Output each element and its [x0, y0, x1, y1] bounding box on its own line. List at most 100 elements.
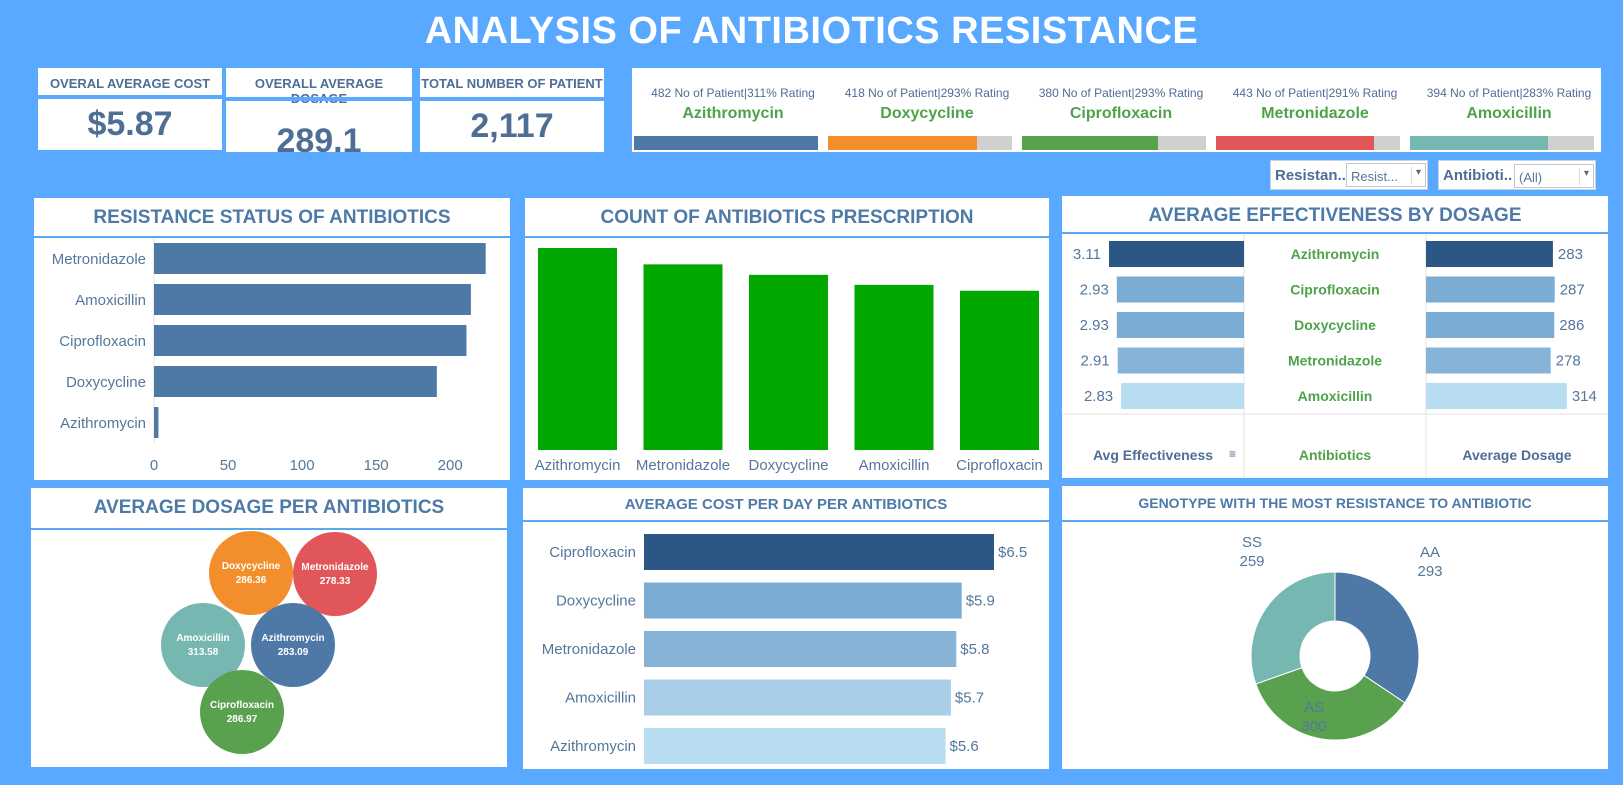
prescription-count-panel: COUNT OF ANTIBIOTICS PRESCRIPTION Azithr…	[525, 198, 1049, 480]
kpi-card-patients: TOTAL NUMBER OF PATIENT 2,117	[420, 68, 604, 152]
bubble-label: Amoxicillin	[176, 633, 229, 644]
summary-progress-fill	[1022, 136, 1159, 150]
summary-progress-fill	[634, 136, 818, 150]
tick-label: 50	[220, 457, 237, 474]
summary-progress-track	[1022, 136, 1206, 150]
avg-dosage-panel: AVERAGE DOSAGE PER ANTIBIOTICS Doxycycli…	[31, 488, 507, 767]
effectiveness-bar	[1116, 276, 1244, 303]
column-header: Antibiotics	[1299, 447, 1372, 463]
antibiotic-name: Doxycycline	[1294, 317, 1376, 333]
summary-stat: 418 No of Patient|293% Rating	[844, 86, 1010, 100]
bubble	[209, 531, 293, 615]
kpi-label: OVERAL AVERAGE COST	[49, 76, 211, 91]
bubble-label: Ciprofloxacin	[210, 700, 274, 711]
bubble-value: 286.97	[227, 714, 258, 725]
bubble	[200, 670, 284, 754]
effectiveness-value: 2.91	[1080, 353, 1109, 370]
slice-value: 293	[1417, 563, 1442, 580]
dosage-value: 278	[1556, 353, 1581, 370]
summary-progress-track	[1410, 136, 1594, 150]
dosage-value: 283	[1558, 246, 1583, 263]
bar	[643, 264, 723, 450]
genotype-panel: GENOTYPE WITH THE MOST RESISTANCE TO ANT…	[1062, 486, 1608, 769]
resistance-dropdown[interactable]: Resist... ▾	[1346, 163, 1426, 187]
category-label: Doxycycline	[556, 593, 636, 610]
kpi-value: 2,117	[470, 107, 554, 145]
effectiveness-bar	[1117, 347, 1244, 374]
category-label: Amoxicillin	[75, 292, 146, 309]
summary-name: Metronidazole	[1261, 105, 1369, 122]
dosage-bubble-chart: Doxycycline 286.36 Metronidazole 278.33 Amox…	[161, 531, 377, 754]
chevron-down-icon: ▾	[1579, 168, 1589, 185]
effectiveness-value: 2.93	[1080, 282, 1109, 299]
cost-per-day-panel: AVERAGE COST PER DAY PER ANTIBIOTICS Cip…	[523, 488, 1049, 769]
slice-label: AA	[1420, 544, 1440, 561]
donut-slice	[1255, 667, 1406, 741]
bubble	[161, 603, 245, 687]
effectiveness-table-chart: 3.11 Azithromycin 283 2.93 Ciprofloxacin 287 2…	[1062, 234, 1608, 478]
summary-stat: 380 No of Patient|293% Rating	[1038, 86, 1204, 100]
antibiotic-summary-strip: 482 No of Patient|311% Rating Azithromyci…	[632, 68, 1601, 152]
category-label: Azithromycin	[550, 738, 636, 755]
antibiotic-name: Metronidazole	[1288, 353, 1382, 369]
category-label: Metronidazole	[542, 641, 636, 658]
category-label: Azithromycin	[535, 457, 621, 474]
antibiotic-name: Ciprofloxacin	[1290, 282, 1379, 298]
panel-title: AVERAGE EFFECTIVENESS BY DOSAGE	[1148, 205, 1522, 226]
dosage-bar	[1426, 383, 1567, 409]
resistance-filter-label: Resistan..	[1275, 167, 1346, 184]
bar	[154, 407, 159, 438]
kpi-value: $5.87	[87, 105, 173, 143]
prescription-bar-chart: Azithromycin Metronidazole Doxycycline Amox…	[535, 248, 1043, 474]
antibiotic-name: Amoxicillin	[1298, 388, 1373, 404]
summary-name: Doxycycline	[880, 105, 974, 122]
antibiotic-dropdown[interactable]: (All) ▾	[1514, 164, 1594, 188]
effectiveness-value: 2.83	[1084, 388, 1113, 405]
dashboard-title: ANALYSIS OF ANTIBIOTICS RESISTANCE	[424, 10, 1199, 52]
column-header: Average Dosage	[1462, 447, 1571, 463]
bar	[154, 284, 471, 315]
antibiotic-filter-label: Antibioti..	[1443, 167, 1513, 184]
bubble	[251, 603, 335, 687]
dosage-value: 314	[1572, 388, 1597, 405]
kpi-label: TOTAL NUMBER OF PATIENT	[421, 76, 603, 91]
bubble-value: 283.09	[278, 647, 309, 658]
effectiveness-value: 2.93	[1080, 317, 1109, 334]
data-label: $5.9	[966, 593, 995, 610]
category-label: Doxycycline	[748, 457, 828, 474]
bar	[854, 284, 934, 450]
bar	[154, 325, 467, 356]
bar	[644, 631, 957, 667]
category-label: Amoxicillin	[565, 690, 636, 707]
bar	[154, 366, 437, 397]
summary-progress-track	[828, 136, 1012, 150]
column-header: Avg Effectiveness	[1093, 447, 1213, 463]
bar	[644, 534, 994, 570]
category-label: Amoxicillin	[859, 457, 930, 474]
bubble-value: 313.58	[188, 647, 219, 658]
slice-label: AS	[1304, 699, 1324, 716]
summary-progress-fill	[1410, 136, 1548, 150]
kpi-card-dosage: OVERALL AVERAGE DOSAGE 289.1	[226, 68, 412, 160]
donut-slice	[1250, 571, 1336, 685]
bar	[644, 679, 951, 716]
bubble-label: Metronidazole	[301, 562, 369, 573]
genotype-donut-chart: AA 293 AS 300 SS 259	[1239, 534, 1443, 741]
category-label: Doxycycline	[66, 374, 146, 391]
dosage-value: 287	[1560, 282, 1585, 299]
antibiotic-name: Azithromycin	[1291, 246, 1380, 262]
bubble-label: Doxycycline	[222, 561, 281, 572]
panel-title: COUNT OF ANTIBIOTICS PRESCRIPTION	[600, 207, 974, 228]
summary-stat: 443 No of Patient|291% Rating	[1232, 86, 1398, 100]
antibiotic-filter[interactable]: Antibioti.. (All) ▾	[1438, 160, 1596, 190]
panel-title: GENOTYPE WITH THE MOST RESISTANCE TO ANT…	[1138, 495, 1532, 511]
summary-name: Amoxicillin	[1466, 105, 1552, 122]
category-label: Ciprofloxacin	[956, 457, 1043, 474]
slice-value: 259	[1239, 553, 1264, 570]
dosage-value: 286	[1559, 317, 1584, 334]
data-label: $5.8	[960, 641, 989, 658]
cost-bar-chart: Ciprofloxacin $6.5 Doxycycline $5.9 Metronid…	[542, 534, 1027, 764]
resistance-filter[interactable]: Resistan.. Resist... ▾	[1270, 160, 1428, 190]
category-label: Ciprofloxacin	[59, 333, 146, 350]
summary-name: Azithromycin	[682, 105, 784, 122]
